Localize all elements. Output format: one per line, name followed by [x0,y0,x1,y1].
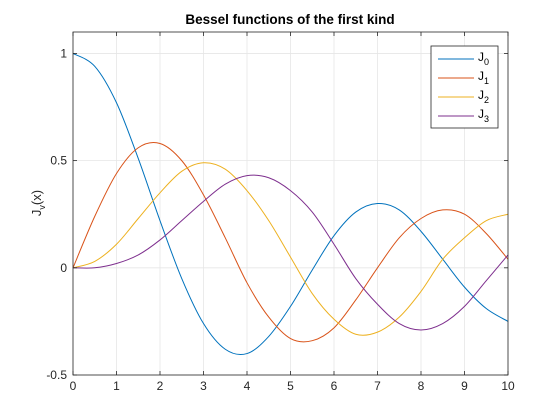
x-tick-label: 7 [374,379,381,393]
legend-label-j1: J1 [478,69,489,86]
legend-box [430,45,499,129]
chart-title: Bessel functions of the first kind [185,12,394,27]
legend-label-sub: 0 [484,57,489,67]
y-tick-label: 1 [60,46,67,60]
y-tick-label: 0 [60,261,67,275]
x-tick-label: 8 [418,379,425,393]
x-tick-label: 6 [331,379,338,393]
legend-label-sub: 1 [484,76,489,86]
y-tick-label: -0.5 [46,368,67,382]
x-tick-label: 3 [200,379,207,393]
x-tick-label: 10 [501,379,515,393]
x-tick-label: 0 [70,379,77,393]
series-layer [72,52,509,356]
x-tick-label: 1 [113,379,120,393]
y-axis-label-suffix: (x) [29,190,44,205]
y-axis-label-main: J [29,210,44,217]
y-axis-label-sub: v [37,205,47,210]
x-tick-label: 5 [287,379,294,393]
legend-label-main: J [478,50,484,64]
x-tick-label: 4 [244,379,251,393]
legend-label-j0: J0 [478,50,489,67]
x-tick-label: 2 [157,379,164,393]
series-line-j0 [72,52,509,356]
ticks: 0 1 2 3 4 5 6 7 8 9 10-0.500.51 [46,32,515,393]
legend-label-j2: J2 [478,88,489,105]
legend-label-main: J [478,107,484,121]
legend-label-sub: 2 [484,95,489,105]
series-line-j1 [72,142,509,343]
series-line-j3 [72,174,509,331]
legend-label-sub: 3 [484,114,489,124]
y-axis-label: Jv(x) [29,190,47,216]
legend-label-main: J [478,88,484,102]
x-tick-label: 9 [461,379,468,393]
series-line-j2 [72,162,509,336]
legend-label-main: J [478,69,484,83]
legend-label-j3: J3 [478,107,489,124]
y-tick-label: 0.5 [50,154,67,168]
